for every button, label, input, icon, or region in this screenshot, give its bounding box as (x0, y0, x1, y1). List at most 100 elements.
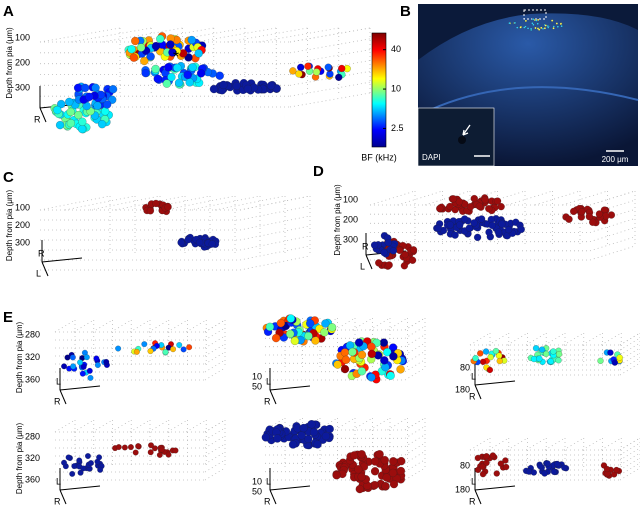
cell-dot (357, 367, 366, 376)
cell-dot (332, 471, 341, 480)
grid-dots (148, 319, 169, 333)
panel-label: A (3, 3, 14, 20)
axis-arrow (474, 485, 516, 491)
axis-arrow (59, 489, 67, 505)
grid-dots (619, 467, 640, 481)
cell-dot (348, 347, 357, 357)
grid-dots (71, 27, 152, 43)
grid-dots (404, 317, 426, 331)
cell-dot (103, 100, 112, 109)
y-tick-label: 360 (25, 474, 40, 484)
cell-dot (185, 78, 194, 87)
cell-dot (180, 346, 187, 353)
cell-dot (187, 35, 196, 45)
cell-dot (162, 79, 171, 88)
grid-dots (404, 325, 426, 339)
cell-dot (96, 454, 103, 461)
grid-dots (619, 462, 640, 476)
grid-dots (167, 319, 188, 333)
cell-dot (80, 363, 87, 370)
cell-dot (306, 319, 315, 328)
cell-dot (98, 120, 107, 129)
cell-dot (115, 345, 122, 352)
axis-arrow (474, 489, 482, 505)
grid-dots (167, 419, 188, 433)
cell-dot (482, 348, 490, 355)
grid-dots (589, 227, 636, 243)
grid-dots (619, 347, 640, 361)
cell-dot (495, 352, 503, 359)
y-tick-label: 10 (252, 371, 262, 381)
cell-dot (177, 238, 185, 247)
cell-dot (544, 24, 547, 27)
cell-dot (313, 440, 322, 449)
cell-dot (215, 71, 224, 80)
cell-dot (603, 465, 611, 473)
cell-dot (508, 22, 511, 25)
grid-dots (619, 437, 640, 451)
grid-dots (204, 327, 226, 341)
grid-dots (619, 447, 640, 461)
cell-dot (446, 202, 454, 211)
axis-letter: R (469, 496, 476, 506)
cell-dot (532, 345, 540, 352)
cell-dot (494, 228, 503, 236)
grid-dots (73, 419, 94, 433)
panel-label: D (313, 163, 324, 180)
cell-dot (552, 27, 555, 30)
cell-dot (76, 457, 83, 464)
cell-dot (80, 465, 87, 472)
grid-dots (404, 459, 426, 473)
panel-label: C (3, 169, 14, 186)
cell-dot (297, 63, 305, 71)
grid-dots (619, 342, 640, 356)
cell-dot (151, 42, 161, 51)
cell-dot (381, 482, 390, 491)
axis-letter: L (360, 261, 365, 271)
y-tick-label: 10 (252, 476, 262, 486)
grid-dots (133, 27, 214, 43)
cell-dot (357, 450, 366, 459)
cell-dot (53, 105, 62, 115)
cell-dot (156, 34, 165, 43)
cell-dot (561, 464, 568, 471)
grid-dots (129, 419, 151, 433)
y-tick-label: 280 (25, 431, 40, 441)
axis-letter: R (264, 396, 271, 406)
grid-dots (619, 357, 640, 371)
grid-dots (352, 417, 373, 431)
cell-dot (481, 196, 489, 204)
y-tick-label: 180 (455, 384, 470, 394)
grid-dots (73, 319, 94, 333)
cell-dot (477, 350, 484, 357)
y-tick-label: 360 (25, 374, 40, 384)
cell-dot (380, 356, 389, 365)
grid-dots (619, 457, 640, 471)
cell-dot (597, 357, 604, 364)
cell-dot (265, 322, 275, 331)
grid-dots (534, 190, 581, 206)
cell-dot (385, 261, 393, 269)
cell-dot (73, 83, 83, 92)
cell-dot (61, 459, 67, 466)
grid-dots (369, 190, 416, 206)
cell-dot (397, 457, 406, 466)
cell-dot (176, 342, 183, 348)
cell-dot (487, 215, 495, 224)
cell-dot (172, 447, 179, 454)
cell-dot (389, 457, 398, 466)
cell-dot (389, 480, 399, 489)
cell-dot (209, 84, 219, 94)
grid-dots (111, 319, 132, 333)
cell-dot (79, 370, 86, 377)
cell-dot (131, 36, 140, 46)
cell-dot (525, 468, 533, 475)
cell-dot (55, 120, 65, 130)
cell-dot (261, 433, 270, 442)
grid-dots (404, 334, 426, 348)
cell-dot (556, 25, 559, 28)
cell-dot (168, 48, 177, 57)
axis-letter: R (34, 114, 41, 124)
axis-letter: L (266, 376, 271, 386)
cell-dot (151, 64, 160, 74)
